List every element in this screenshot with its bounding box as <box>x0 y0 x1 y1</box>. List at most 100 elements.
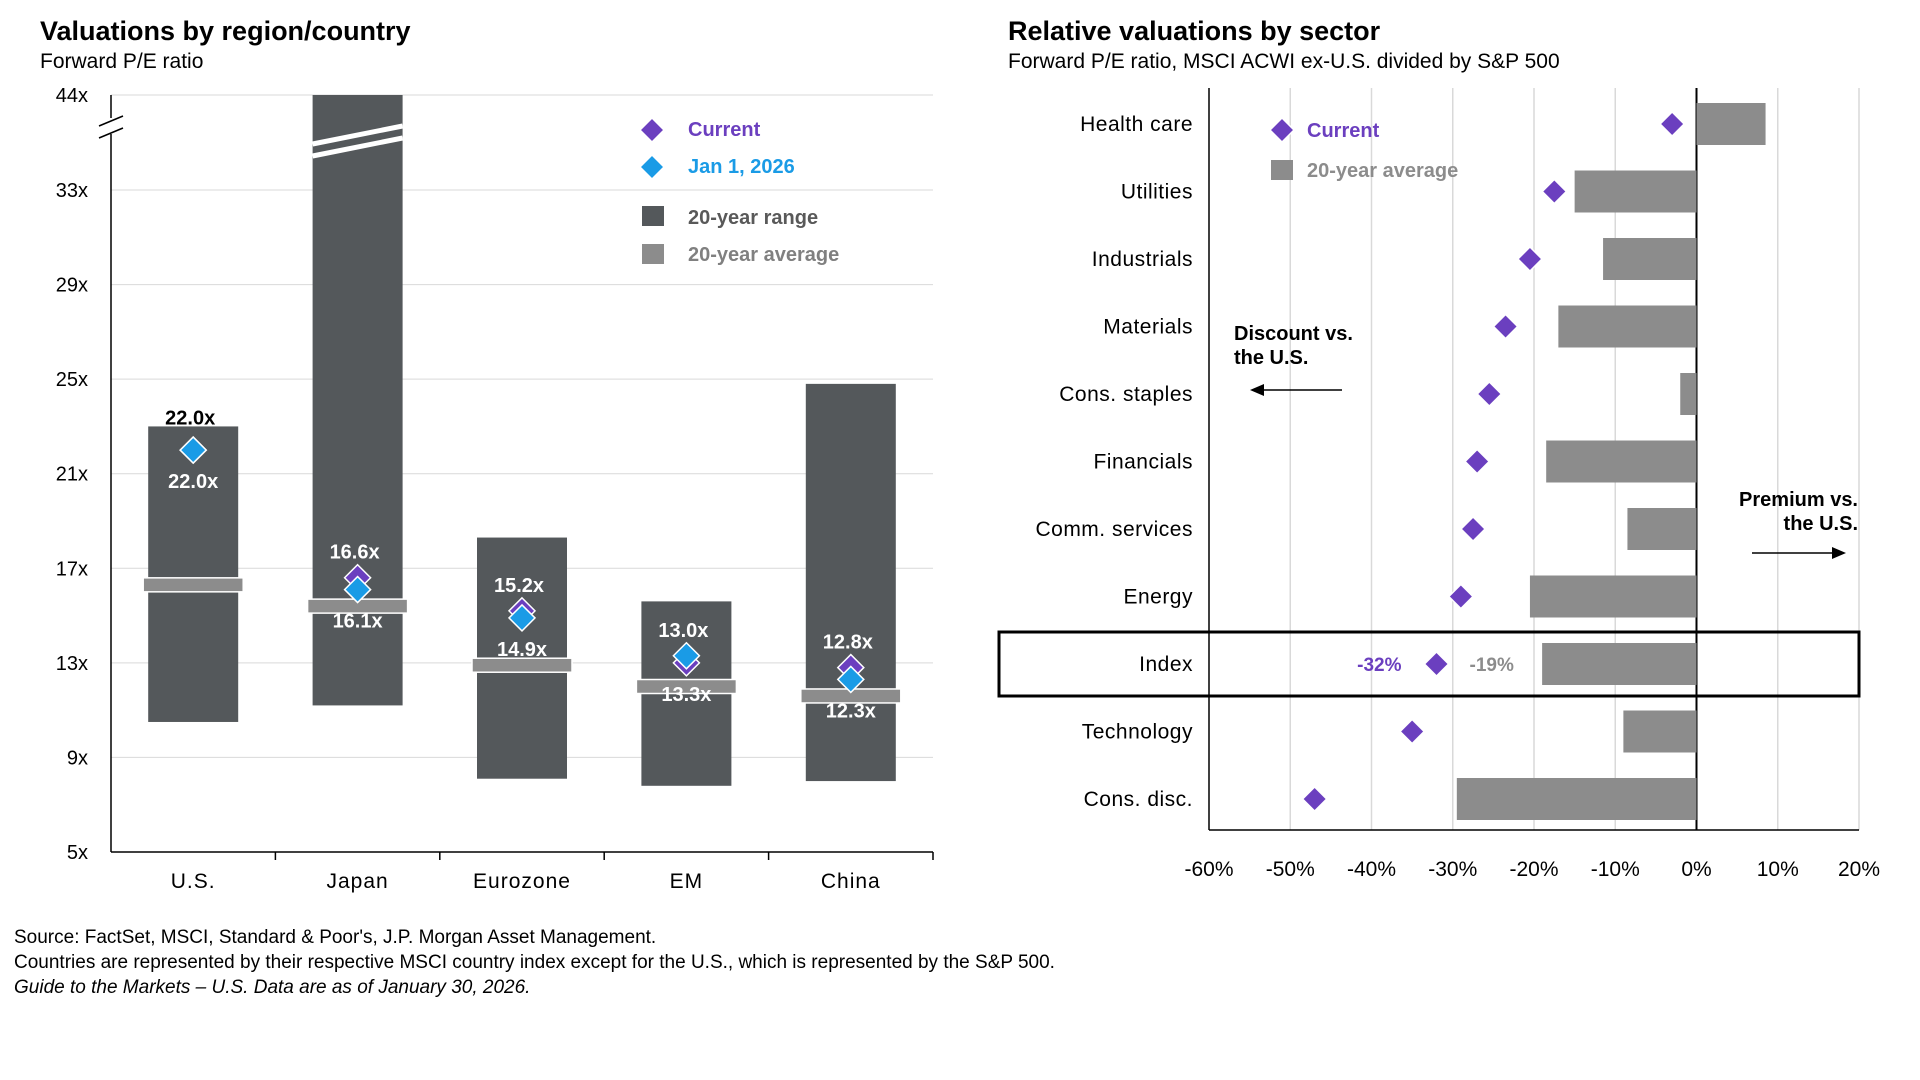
x-tick-label: China <box>821 870 881 893</box>
x-tick-label: 10% <box>1757 858 1799 881</box>
x-tick-label: -50% <box>1266 858 1315 881</box>
jan-marker <box>343 575 372 604</box>
index-highlight-box <box>997 630 1861 698</box>
y-tick-label: 25x <box>56 369 88 391</box>
average-bar <box>1542 643 1697 685</box>
y-category-label: Technology <box>1082 721 1193 744</box>
average-marker <box>142 577 244 593</box>
discount-annotation: the U.S. <box>1234 347 1308 369</box>
x-tick-label: -10% <box>1591 858 1640 881</box>
region-valuation-chart: 44x 33x 29x 25x 21x 17x 13x 9x 5x U.S. 22.0x 22.0x J… <box>56 85 934 893</box>
footer-source: Source: FactSet, MSCI, Standard & Poor's… <box>14 927 657 948</box>
jan-marker <box>672 641 701 670</box>
left-chart-title: Valuations by region/country <box>40 16 411 46</box>
discount-annotation: Discount vs. <box>1234 323 1353 345</box>
average-bar <box>1603 238 1697 280</box>
sector-relative-valuation-chart: -60% -50% -40% -30% -20% -10% 0% 10% 20% Health c… <box>997 88 1880 881</box>
y-tick-label: 17x <box>56 558 88 580</box>
x-tick-label: Japan <box>326 870 388 893</box>
right-chart-title: Relative valuations by sector <box>1008 16 1381 46</box>
y-category-label: Cons. staples <box>1059 383 1193 406</box>
range-bar <box>148 426 239 722</box>
current-marker <box>1447 583 1474 610</box>
jan-data-label: 16.1x <box>333 611 383 633</box>
x-tick-label: 0% <box>1681 858 1711 881</box>
jan-marker <box>507 603 537 632</box>
discount-arrowhead <box>1250 384 1264 396</box>
y-category-label: Utilities <box>1121 181 1193 204</box>
y-category-label: Comm. services <box>1035 518 1193 541</box>
current-marker <box>1301 785 1328 813</box>
current-data-label: 13.0x <box>658 620 708 642</box>
y-tick-label: 5x <box>67 842 88 864</box>
y-tick-label: 21x <box>56 464 88 486</box>
average-bar <box>1696 103 1766 145</box>
jan-data-label: 14.9x <box>497 639 547 661</box>
current-data-label: 15.2x <box>494 575 544 597</box>
average-bar <box>1623 710 1697 753</box>
y-category-label: Financials <box>1093 451 1193 474</box>
jan-marker <box>179 436 208 465</box>
average-bar <box>1574 170 1697 213</box>
footer-note: Countries are represented by their respe… <box>14 952 1055 973</box>
x-tick-label: Eurozone <box>473 870 571 893</box>
current-data-label: 12.8x <box>823 632 873 654</box>
index-average-label: -19% <box>1470 655 1514 676</box>
right-chart-subtitle: Forward P/E ratio, MSCI ACWI ex-U.S. div… <box>1008 50 1560 73</box>
y-category-label: Energy <box>1123 586 1193 609</box>
jan-marker <box>836 665 865 694</box>
average-bar <box>1546 440 1697 483</box>
x-tick-label: -30% <box>1428 858 1477 881</box>
x-tick-label: 20% <box>1838 858 1880 881</box>
current-marker <box>1423 650 1450 678</box>
x-tick-label: U.S. <box>171 870 216 893</box>
y-category-label: Health care <box>1080 113 1193 136</box>
current-marker <box>1464 448 1491 475</box>
legend-range-label: 20-year range <box>688 207 818 229</box>
y-tick-label: 9x <box>67 747 88 769</box>
premium-annotation: the U.S. <box>1784 513 1858 535</box>
average-bar <box>1456 778 1697 820</box>
y-category-label: Index <box>1139 653 1193 676</box>
legend-average-icon <box>1271 160 1293 180</box>
legend-jan-icon <box>638 153 666 181</box>
axis-break-mark <box>98 115 124 127</box>
legend-current-icon <box>638 116 666 144</box>
legend-average-label: 20-year average <box>1307 160 1458 182</box>
legend-average-label: 20-year average <box>688 244 839 266</box>
x-tick-label: -20% <box>1509 858 1558 881</box>
jan-data-label: 22.0x <box>168 471 218 493</box>
current-data-label: 16.6x <box>330 542 380 564</box>
x-tick-label: -40% <box>1347 858 1396 881</box>
premium-annotation: Premium vs. <box>1739 489 1858 511</box>
y-tick-label: 13x <box>56 653 88 675</box>
current-marker <box>1541 178 1568 205</box>
y-tick-label: 44x <box>56 85 88 107</box>
bar-break-mark <box>312 123 404 147</box>
y-category-label: Materials <box>1103 316 1193 339</box>
x-tick-label: -60% <box>1184 858 1233 881</box>
legend-range-icon <box>642 206 664 226</box>
jan-data-label: 13.3x <box>661 684 711 706</box>
average-marker <box>471 657 573 673</box>
y-tick-label: 33x <box>56 180 88 202</box>
bar-break-mark <box>312 135 404 159</box>
x-tick-label: EM <box>670 870 704 893</box>
legend-current-icon <box>1268 116 1296 144</box>
legend-average-icon <box>642 244 664 264</box>
jan-data-label: 12.3x <box>826 700 876 722</box>
average-bar <box>1558 305 1697 348</box>
current-marker <box>1516 245 1543 273</box>
average-bar <box>1627 508 1697 550</box>
left-chart-subtitle: Forward P/E ratio <box>40 50 204 73</box>
current-data-label: 22.0x <box>165 407 215 429</box>
footer-guide: Guide to the Markets – U.S. Data are as … <box>14 977 531 998</box>
y-tick-label: 29x <box>56 275 88 297</box>
index-current-label: -32% <box>1357 655 1401 676</box>
y-category-label: Industrials <box>1092 248 1193 271</box>
average-bar <box>1529 575 1697 618</box>
current-marker <box>1460 515 1487 543</box>
legend-current-label: Current <box>1307 120 1380 142</box>
premium-arrowhead <box>1832 547 1846 559</box>
range-bar <box>805 383 896 782</box>
